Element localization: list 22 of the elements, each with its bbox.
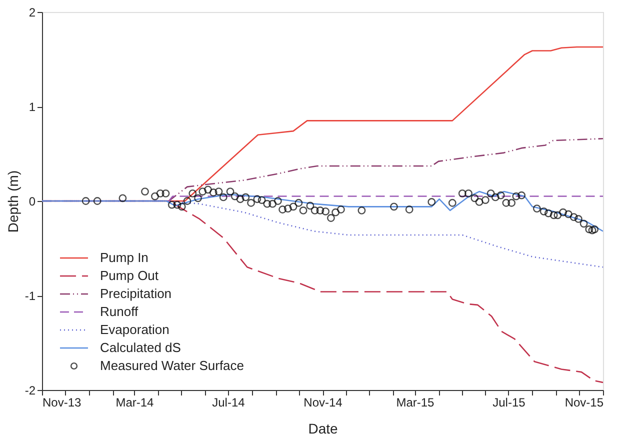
- x-tick-label: Nov-15: [564, 396, 604, 410]
- legend-label: Calculated dS: [100, 340, 182, 355]
- legend-label: Measured Water Surface: [100, 358, 244, 373]
- y-tick-label: 1: [28, 100, 36, 114]
- x-tick-label: Mar-15: [396, 396, 435, 410]
- y-axis-title: Depth (m): [4, 170, 21, 233]
- y-tick-label: -2: [24, 384, 36, 398]
- y-tick-label: 2: [28, 6, 36, 20]
- legend-label: Evaporation: [100, 322, 170, 337]
- y-tick-label: -1: [24, 289, 36, 303]
- y-tick-label: 0: [28, 194, 36, 208]
- x-tick-label: Nov-14: [304, 396, 343, 410]
- legend-label: Precipitation: [100, 286, 172, 301]
- legend-label: Runoff: [100, 304, 138, 319]
- line-series: [42, 190, 603, 232]
- x-tick-label: Nov-13: [42, 396, 82, 410]
- x-axis-title: Date: [308, 420, 338, 436]
- x-tick-label: Jul-14: [212, 396, 246, 410]
- legend-label: Pump Out: [100, 268, 159, 283]
- legend-label: Pump In: [100, 250, 148, 265]
- x-tick-label: Jul-15: [492, 396, 526, 410]
- x-tick-label: Mar-14: [116, 396, 154, 410]
